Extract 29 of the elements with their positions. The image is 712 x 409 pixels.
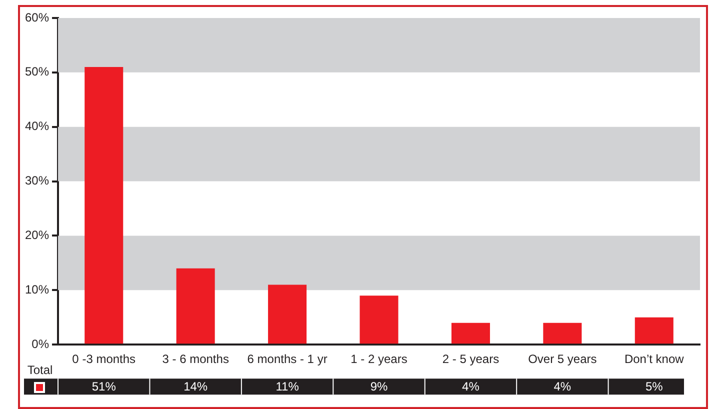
y-tick-label: 60%	[24, 10, 50, 24]
data-label: 51%	[92, 379, 116, 394]
data-label: 5%	[645, 379, 664, 394]
y-tick-label: 50%	[24, 64, 50, 79]
data-label: 9%	[370, 379, 388, 394]
data-label: 14%	[184, 379, 208, 394]
x-tick-label: Don’t know	[624, 352, 684, 366]
bar	[360, 296, 398, 344]
x-tick-label: 0 -3 months	[72, 352, 136, 366]
y-tick-label: 30%	[24, 174, 50, 188]
bar	[634, 317, 674, 344]
text: Total	[27, 362, 53, 377]
x-tick-label: 1 - 2 years	[350, 352, 408, 366]
bar	[176, 268, 215, 344]
bar	[543, 322, 582, 344]
y-tick-label: 0%	[32, 336, 50, 351]
y-tick-label: 40%	[24, 119, 50, 134]
y-tick-label: 10%	[24, 282, 50, 296]
x-tick-label: Over 5 years	[528, 352, 597, 366]
data-label: 4%	[554, 379, 572, 394]
x-tick-label: 6 months - 1 yr	[247, 352, 328, 366]
data-label: 4%	[462, 379, 480, 394]
x-tick-label: 2 - 5 years	[442, 352, 500, 366]
bar	[84, 66, 124, 344]
bar	[268, 284, 307, 344]
y-tick-label: 20%	[24, 228, 50, 242]
data-label: 11%	[276, 379, 300, 394]
bar	[451, 322, 490, 344]
x-tick-label: 3 - 6 months	[162, 352, 229, 366]
